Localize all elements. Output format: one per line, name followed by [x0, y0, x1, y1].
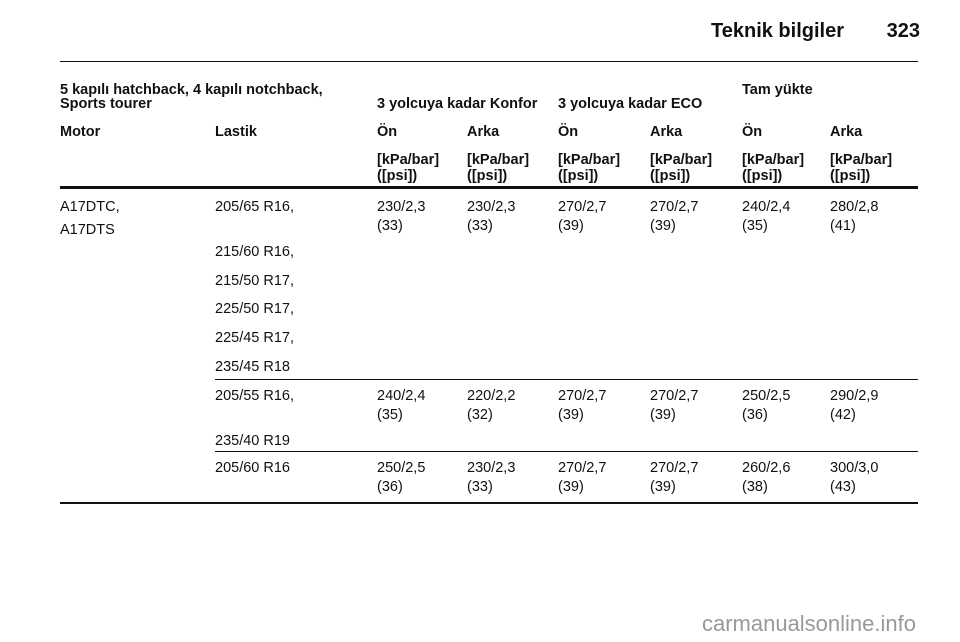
engine: A17DTS [60, 222, 115, 238]
unit-heading: ([psi]) [830, 168, 871, 184]
unit-heading: ([psi]) [558, 168, 599, 184]
group-heading: Tam yükte [742, 82, 813, 98]
engine: A17DTC, [60, 199, 120, 215]
pressure: (39) [558, 479, 584, 495]
pressure: 270/2,7 [650, 388, 699, 404]
pressure: 240/2,4 [742, 199, 791, 215]
column-heading: Ön [558, 124, 579, 140]
page-title: Teknik bilgiler [711, 20, 844, 42]
pressure: 280/2,8 [830, 199, 879, 215]
vehicle-heading: Sports tourer [60, 96, 152, 112]
pressure: (33) [467, 479, 493, 495]
column-heading: Arka [467, 124, 500, 140]
tire: 225/45 R17, [215, 330, 295, 347]
pressure: 290/2,9 [830, 388, 879, 404]
column-heading: Arka [650, 124, 683, 140]
tire: 235/45 R18 [215, 358, 290, 375]
pressure: (36) [377, 479, 403, 495]
column-heading: Ön [742, 124, 763, 140]
page-number: 323 [886, 20, 920, 42]
unit-heading: [kPa/bar] [742, 152, 805, 168]
column-heading: Arka [830, 124, 863, 140]
pressure: 270/2,7 [558, 199, 607, 215]
pressure: 250/2,5 [742, 388, 791, 404]
pressure: 260/2,6 [742, 460, 791, 476]
tire: 205/65 R16, [215, 199, 295, 215]
pressure: (35) [377, 407, 403, 423]
group-heading: 3 yolcuya kadar ECO [558, 96, 703, 112]
rule [215, 451, 918, 452]
pressure: (41) [830, 218, 856, 234]
pressure: 270/2,7 [650, 460, 699, 476]
pressure: 230/2,3 [467, 460, 516, 476]
pressure: 230/2,3 [467, 199, 516, 215]
unit-heading: [kPa/bar] [650, 152, 713, 168]
pressure: 250/2,5 [377, 460, 426, 476]
pressure: (32) [467, 407, 493, 423]
pressure: (39) [650, 479, 676, 495]
unit-heading: [kPa/bar] [830, 152, 893, 168]
unit-heading: ([psi]) [742, 168, 783, 184]
unit-heading: [kPa/bar] [467, 152, 530, 168]
rule [60, 186, 918, 189]
tire: 225/50 R17, [215, 301, 295, 318]
pressure: (33) [467, 218, 493, 234]
pressure: (39) [558, 407, 584, 423]
column-heading: Lastik [215, 124, 257, 140]
pressure: (43) [830, 479, 856, 495]
unit-heading: ([psi]) [377, 168, 418, 184]
watermark: carmanualsonline.info [701, 611, 916, 636]
tire: 215/50 R17, [215, 272, 295, 289]
group-heading: 3 yolcuya kadar Konfor [377, 96, 538, 112]
pressure: (33) [377, 218, 403, 234]
pressure: 300/3,0 [830, 460, 879, 476]
pressure: (38) [742, 479, 768, 495]
pressure: (39) [558, 218, 584, 234]
unit-heading: ([psi]) [650, 168, 691, 184]
pressure: (42) [830, 407, 856, 423]
pressure: 270/2,7 [558, 460, 607, 476]
pressure: 230/2,3 [377, 199, 426, 215]
tire: 205/60 R16 [215, 460, 290, 476]
unit-heading: [kPa/bar] [558, 152, 621, 168]
unit-heading: [kPa/bar] [377, 152, 440, 168]
pressure: (36) [742, 407, 768, 423]
vehicle-heading: 5 kapılı hatchback, 4 kapılı notchback, [60, 82, 323, 98]
pressure: 220/2,2 [467, 388, 516, 404]
pressure: (39) [650, 407, 676, 423]
rule [60, 61, 918, 62]
pressure: 270/2,7 [650, 199, 699, 215]
column-heading: Motor [60, 124, 101, 140]
pressure: (35) [742, 218, 768, 234]
rule [215, 379, 918, 380]
tire: 235/40 R19 [215, 433, 290, 449]
pressure: 240/2,4 [377, 388, 426, 404]
unit-heading: ([psi]) [467, 168, 508, 184]
pressure: 270/2,7 [558, 388, 607, 404]
tire: 215/60 R16, [215, 244, 295, 260]
pressure: (39) [650, 218, 676, 234]
tire: 205/55 R16, [215, 388, 295, 404]
rule [60, 502, 918, 504]
column-heading: Ön [377, 124, 398, 140]
